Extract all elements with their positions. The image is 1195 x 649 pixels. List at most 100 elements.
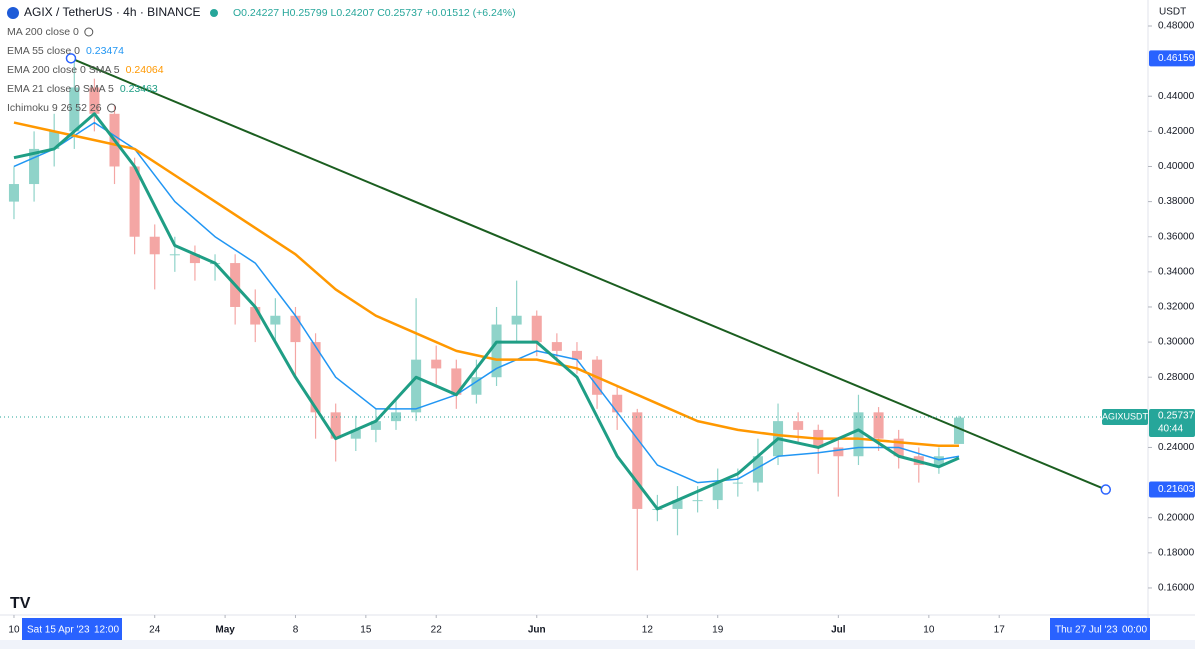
x-tick-label: 22 [431, 625, 443, 636]
last-price-label: 0.25737 [1158, 411, 1195, 422]
candle-body [49, 131, 60, 149]
x-tick-label: 24 [149, 625, 161, 636]
chart-title: AGIX / TetherUS · 4h · BINANCE [24, 5, 201, 19]
countdown: 40:44 [1158, 424, 1183, 435]
candle-body [953, 417, 965, 444]
currency[interactable]: USDT [1159, 7, 1186, 18]
last-price-badge [1149, 408, 1195, 437]
date-badge-label: Thu 27 Jul '23 [1055, 625, 1118, 636]
symbol-badge [1102, 408, 1148, 425]
candle-body [129, 166, 140, 237]
candle-body [290, 315, 301, 343]
candle-body [873, 412, 884, 439]
trendline-handle [1100, 484, 1112, 495]
candle-body [531, 315, 542, 343]
y-tick-label: 0.36000 [1158, 231, 1195, 242]
candle-body [551, 342, 562, 351]
trendline [70, 57, 1107, 491]
candle-body [8, 184, 20, 202]
x-tick-label: May [215, 625, 235, 636]
trendline-handle [65, 53, 77, 64]
candle-body [571, 350, 582, 360]
candle-body [149, 236, 160, 255]
y-tick-label: 0.34000 [1158, 266, 1195, 277]
symbol-badge-label: AGIXUSDT [1102, 411, 1149, 421]
x-tick-label: 12 [642, 625, 654, 636]
y-tick-label: 0.24000 [1158, 442, 1195, 453]
indicator-value: 0.23474 [86, 45, 124, 57]
logo: TV [10, 595, 31, 612]
candle-body [853, 412, 864, 457]
date-badge [22, 618, 122, 640]
y-tick-label: 0.20000 [1158, 512, 1195, 523]
candle-body [411, 359, 422, 413]
candle-body [370, 421, 381, 430]
indicator-value: 0.24064 [126, 64, 164, 76]
y-tick-label: 0.48000 [1158, 21, 1195, 32]
date-badge-label: Sat 15 Apr '23 [27, 625, 90, 636]
candle-body [451, 368, 462, 395]
y-tick-label: 0.40000 [1158, 161, 1195, 172]
symbol-icon [7, 7, 19, 19]
candle-body [732, 482, 743, 484]
indicator-label: MA 200 close 0 [7, 26, 79, 38]
date-badge [1050, 618, 1150, 640]
candle-body [89, 87, 100, 114]
y-tick-label: 0.30000 [1158, 337, 1195, 348]
candle-body [833, 447, 844, 457]
x-tick-label: 8 [293, 625, 299, 636]
candle-body [632, 412, 643, 509]
x-tick-label: 15 [360, 625, 372, 636]
x-tick-label: Jun [528, 625, 546, 636]
x-tick-label: 10 [923, 625, 935, 636]
ohlc-values: O0.24227 H0.25799 L0.24207 C0.25737 +0.0… [233, 7, 516, 19]
candle-body [612, 394, 623, 413]
candle-body [330, 412, 341, 439]
candle-body [189, 254, 200, 264]
time-badge-label: 12:00 [94, 625, 119, 636]
indicator-line [13, 121, 959, 447]
y-tick-label: 0.32000 [1158, 302, 1195, 313]
candle-body [752, 456, 763, 483]
candle-body [431, 359, 442, 369]
indicator-line [13, 121, 960, 484]
indicator-label: Ichimoku 9 26 52 26 [7, 102, 102, 114]
candle-body [933, 456, 944, 466]
candle-body [491, 324, 502, 378]
candle-body [471, 377, 482, 395]
candle-body [69, 87, 80, 132]
candle-body [712, 482, 723, 501]
candle-body [250, 306, 261, 325]
price-badge-label: 0.21603 [1158, 484, 1195, 495]
price-badge [1149, 50, 1195, 67]
status-dot [210, 9, 218, 17]
price-badge-label: 0.46159 [1158, 53, 1195, 64]
y-tick-label: 0.28000 [1158, 372, 1195, 383]
candle-body [793, 421, 804, 430]
y-tick-label: 0.38000 [1158, 196, 1195, 207]
hidden-icon [84, 27, 94, 37]
candle-body [350, 429, 361, 439]
plot-area [0, 53, 1148, 571]
indicator-label: EMA 200 close 0 SMA 5 [7, 64, 120, 76]
x-tick-label: Jul [831, 625, 846, 636]
x-tick-label: 17 [994, 625, 1006, 636]
candle-body [310, 342, 321, 413]
indicator-label: EMA 55 close 0 [7, 45, 80, 57]
indicator-label: EMA 21 close 0 SMA 5 [7, 83, 114, 95]
x-tick-label: 19 [712, 625, 724, 636]
candle-body [29, 148, 40, 185]
candle-body [511, 315, 522, 325]
candle-body [672, 500, 683, 509]
y-tick-label: 0.42000 [1158, 126, 1195, 137]
x-tick-label: 10 [8, 625, 20, 636]
hidden-icon [107, 103, 117, 113]
candle-body [169, 254, 180, 256]
candle-body [692, 500, 703, 502]
price-badge [1149, 481, 1195, 498]
y-tick-label: 0.16000 [1158, 583, 1195, 594]
indicator-value: 0.23463 [120, 83, 158, 95]
indicator-line [13, 112, 960, 511]
